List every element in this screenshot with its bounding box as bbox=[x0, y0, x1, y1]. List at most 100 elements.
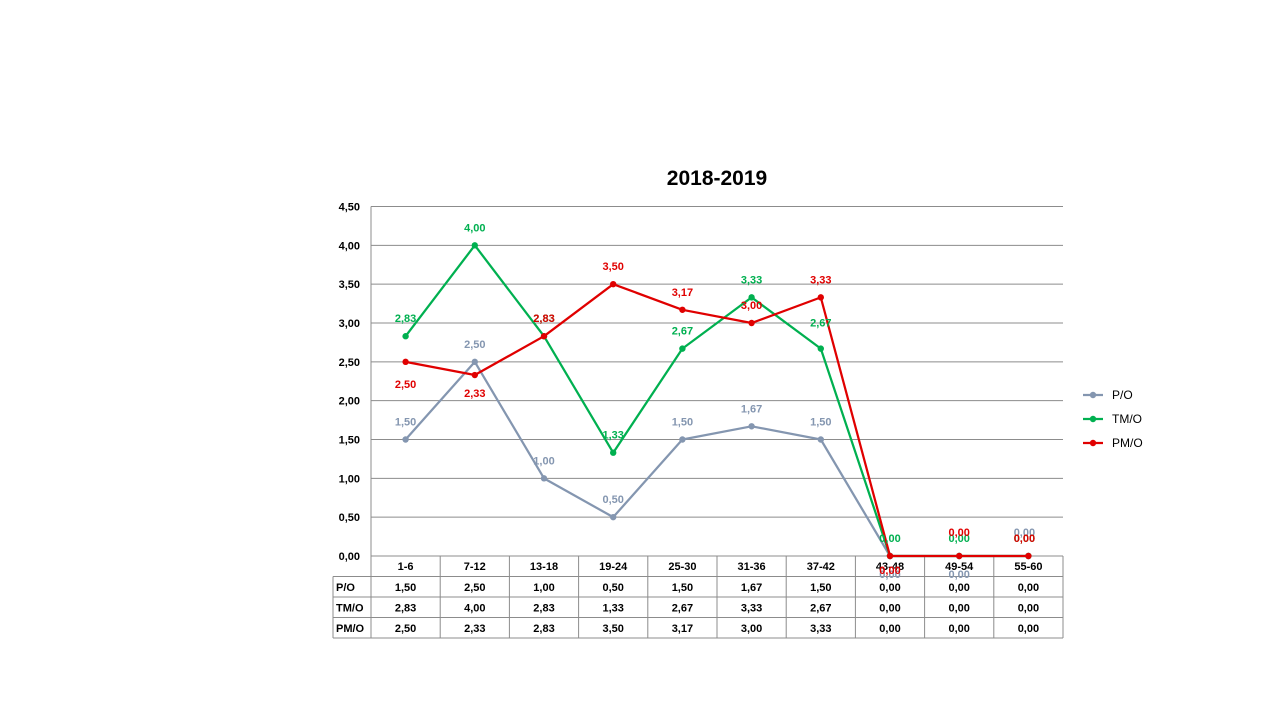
data-labels: 1,502,501,000,501,501,671,500,00 0,000,00… bbox=[395, 222, 1035, 581]
data-label: 2,83 bbox=[395, 313, 416, 325]
data-label: 3,17 bbox=[672, 287, 693, 299]
table-cell: 3,00 bbox=[741, 623, 762, 635]
table-cell: 2,83 bbox=[533, 623, 554, 635]
legend-label: P/O bbox=[1112, 388, 1133, 402]
table-cell: 1,50 bbox=[395, 582, 416, 594]
data-label: 2,67 bbox=[672, 326, 693, 338]
table-cell: 2,67 bbox=[810, 603, 831, 615]
data-label: 1,50 bbox=[810, 417, 831, 429]
y-tick-label: 1,50 bbox=[339, 435, 360, 447]
data-point bbox=[748, 294, 755, 301]
y-tick-label: 4,00 bbox=[339, 240, 360, 252]
table-row-header: PM/O bbox=[336, 623, 365, 635]
table-cell: 1,50 bbox=[672, 582, 693, 594]
data-label: 0,00 bbox=[1014, 533, 1035, 545]
data-label: 1,50 bbox=[672, 417, 693, 429]
data-point bbox=[402, 333, 409, 340]
data-point bbox=[610, 513, 617, 521]
data-label: 0,50 bbox=[602, 494, 623, 506]
x-category-label: 19-24 bbox=[599, 561, 628, 573]
table-cell: 0,00 bbox=[948, 603, 969, 615]
data-point bbox=[471, 358, 478, 366]
data-point bbox=[817, 345, 824, 352]
table-cell: 2,33 bbox=[464, 623, 485, 635]
data-point bbox=[817, 294, 824, 301]
table-cell: 2,83 bbox=[395, 603, 416, 615]
x-category-label: 7-12 bbox=[464, 561, 486, 573]
data-label: 2,33 bbox=[464, 388, 485, 400]
table-cell: 3,33 bbox=[810, 623, 831, 635]
y-tick-label: 1,00 bbox=[339, 473, 360, 485]
legend-label: PM/O bbox=[1112, 436, 1143, 450]
table-cell: 0,00 bbox=[879, 582, 900, 594]
data-label: 2,50 bbox=[395, 379, 416, 391]
table-cell: 3,17 bbox=[672, 623, 693, 635]
data-label: 2,83 bbox=[533, 313, 554, 325]
data-point bbox=[748, 423, 755, 430]
table-row-header: TM/O bbox=[336, 603, 364, 615]
legend-marker bbox=[1089, 391, 1097, 399]
x-category-label: 13-18 bbox=[530, 561, 558, 573]
data-label: 0,00 bbox=[948, 527, 969, 539]
data-table: 1-6 7-12 13-18 19-24 25-30 31-36 37-42 43-48 49-… bbox=[332, 556, 1064, 639]
x-category-label: 1-6 bbox=[398, 561, 414, 573]
data-label: 3,33 bbox=[741, 274, 762, 286]
table-cell: 0,50 bbox=[602, 582, 623, 594]
x-category-label: 55-60 bbox=[1014, 561, 1042, 573]
table-cell: 2,50 bbox=[464, 582, 485, 594]
table-cell: 0,00 bbox=[948, 582, 969, 594]
gridlines bbox=[370, 206, 1063, 557]
data-label: 0,00 bbox=[948, 569, 969, 581]
data-point bbox=[471, 242, 478, 249]
data-point bbox=[679, 345, 686, 352]
data-label: 2,83 bbox=[533, 313, 554, 325]
legend-marker bbox=[1089, 415, 1097, 423]
data-label: 2,50 bbox=[464, 339, 485, 351]
y-tick-label: 2,00 bbox=[339, 396, 360, 408]
table-cell: 0,00 bbox=[1018, 623, 1039, 635]
legend: P/O TM/O PM/O bbox=[1083, 388, 1143, 450]
data-label: 1,00 bbox=[533, 455, 554, 467]
table-cell: 2,67 bbox=[672, 603, 693, 615]
y-tick-label: 3,50 bbox=[339, 279, 360, 291]
chart-title: 2018-2019 bbox=[667, 167, 767, 190]
table-cell: 1,33 bbox=[602, 603, 623, 615]
x-category-label: 31-36 bbox=[738, 561, 766, 573]
data-label: 1,67 bbox=[741, 403, 762, 415]
data-label: 0,00 bbox=[948, 533, 969, 545]
table-cell: 3,33 bbox=[741, 603, 762, 615]
y-tick-label: 3,00 bbox=[339, 318, 360, 330]
series-lines bbox=[402, 242, 1032, 560]
data-label: 0,00 bbox=[1014, 533, 1035, 545]
table-cell: 2,50 bbox=[395, 623, 416, 635]
table-cell: 0,00 bbox=[879, 623, 900, 635]
x-category-label: 37-42 bbox=[807, 561, 835, 573]
table-cell: 1,50 bbox=[810, 582, 831, 594]
y-tick-label: 0,00 bbox=[339, 551, 360, 563]
table-cell: 1,00 bbox=[533, 582, 554, 594]
legend-marker bbox=[1089, 439, 1097, 447]
data-label: 3,00 bbox=[741, 300, 762, 312]
table-cell: 3,50 bbox=[602, 623, 623, 635]
x-category-label: 43-48 bbox=[876, 561, 904, 573]
data-point bbox=[402, 358, 409, 366]
data-label: 2,67 bbox=[810, 318, 831, 330]
data-point bbox=[748, 319, 755, 327]
data-label: 3,50 bbox=[602, 261, 623, 273]
data-point bbox=[471, 371, 478, 379]
data-label: 4,00 bbox=[464, 222, 485, 234]
data-point bbox=[679, 436, 686, 443]
data-point bbox=[679, 306, 686, 313]
table-cell: 0,00 bbox=[1018, 603, 1039, 615]
table-cell: 0,00 bbox=[948, 623, 969, 635]
data-point bbox=[610, 449, 617, 456]
table-cell: 4,00 bbox=[464, 603, 485, 615]
data-point bbox=[540, 475, 548, 482]
table-cell: 0,00 bbox=[1018, 582, 1039, 594]
y-axis-tick-labels: 0,00 0,50 1,00 1,50 2,00 2,50 3,00 3,50 4,00 4,50 bbox=[339, 202, 360, 564]
data-point bbox=[817, 436, 824, 443]
data-point bbox=[1025, 552, 1032, 560]
data-label: 1,33 bbox=[602, 430, 623, 442]
